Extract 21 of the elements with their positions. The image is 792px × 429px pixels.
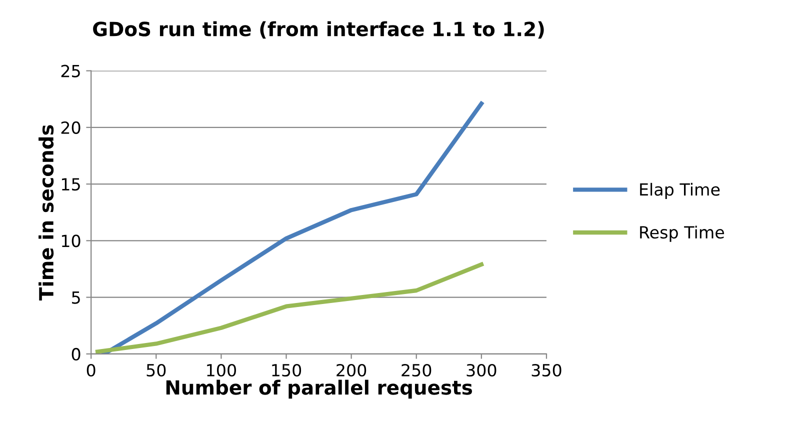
- y-tick-label: 25: [61, 64, 80, 78]
- y-tick-label: 10: [62, 234, 80, 248]
- x-tick-label: 350: [532, 364, 562, 377]
- chart-title: GDoS run time (from interface 1.1 to 1.2): [93, 21, 544, 39]
- x-tick-label: 250: [402, 364, 432, 377]
- legend-label: Resp Time: [640, 226, 724, 242]
- x-tick-label: 300: [466, 364, 496, 377]
- x-tick-label: 200: [336, 364, 366, 377]
- x-tick-label: 100: [207, 364, 236, 377]
- y-tick-label: 5: [72, 291, 80, 304]
- x-tick-label: 0: [86, 364, 96, 377]
- y-tick-label: 0: [72, 348, 80, 360]
- y-axis-title: Time in seconds: [38, 125, 54, 300]
- x-tick-label: 50: [146, 364, 166, 377]
- y-tick-label: 20: [61, 121, 80, 134]
- legend-label: Elap Time: [640, 182, 720, 200]
- line-series: [102, 102, 484, 354]
- line-series: [96, 262, 484, 354]
- x-tick-label: 150: [272, 364, 302, 377]
- y-tick-label: 15: [62, 178, 80, 191]
- x-axis-title: Number of parallel requests: [166, 380, 472, 399]
